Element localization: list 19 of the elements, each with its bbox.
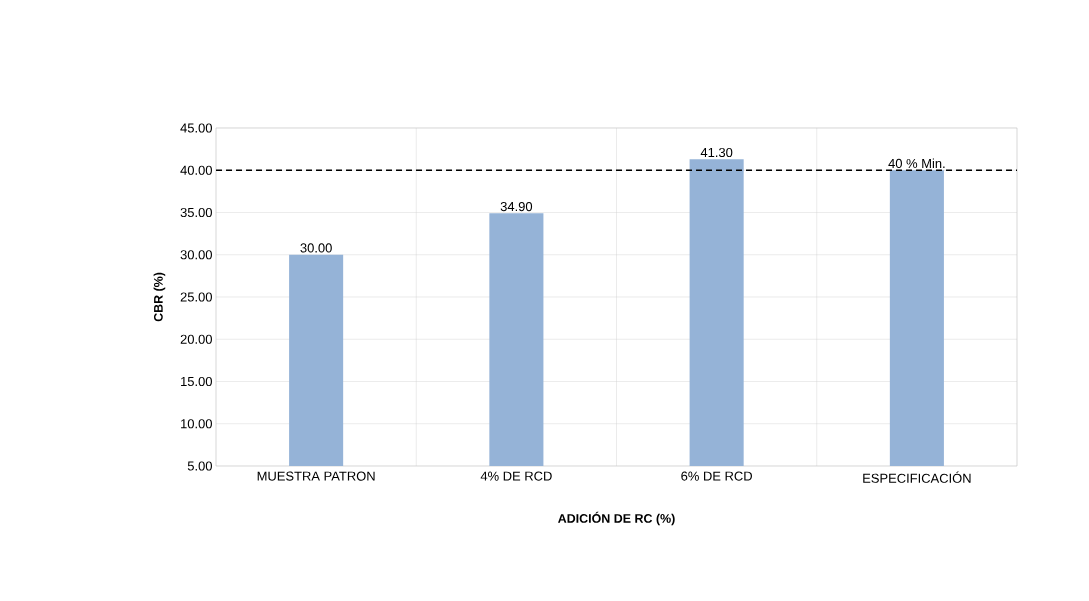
y-tick-label: 10.00: [181, 419, 212, 429]
y-tick-label: 5.00: [187, 461, 212, 471]
y-tick-label: 30.00: [180, 250, 212, 260]
x-tick-label: ESPECIFICACIÓN: [863, 471, 971, 483]
x-tick-label: MUESTRA PATRON: [257, 471, 375, 481]
data-label: 30.00: [300, 243, 332, 253]
y-tick-label: 20.00: [180, 334, 212, 344]
x-tick-label: 6% DE RCD: [681, 471, 752, 481]
y-tick-label: 45.00: [180, 123, 212, 133]
data-label: 34.90: [500, 201, 533, 212]
data-label: 40 % Min.: [888, 158, 945, 169]
x-tick-label: 4% DE RCD: [480, 471, 552, 481]
y-tick-label: 35.00: [180, 207, 212, 218]
x-axis-title: ADICIÓN DE RC (%): [558, 511, 675, 526]
y-tick-label: 40.00: [180, 165, 212, 175]
y-tick-label: 15.00: [181, 376, 212, 387]
data-label: 41.30: [700, 147, 733, 158]
y-tick-label: 25.00: [180, 292, 212, 302]
y-axis-title: CBR (%): [153, 272, 166, 322]
